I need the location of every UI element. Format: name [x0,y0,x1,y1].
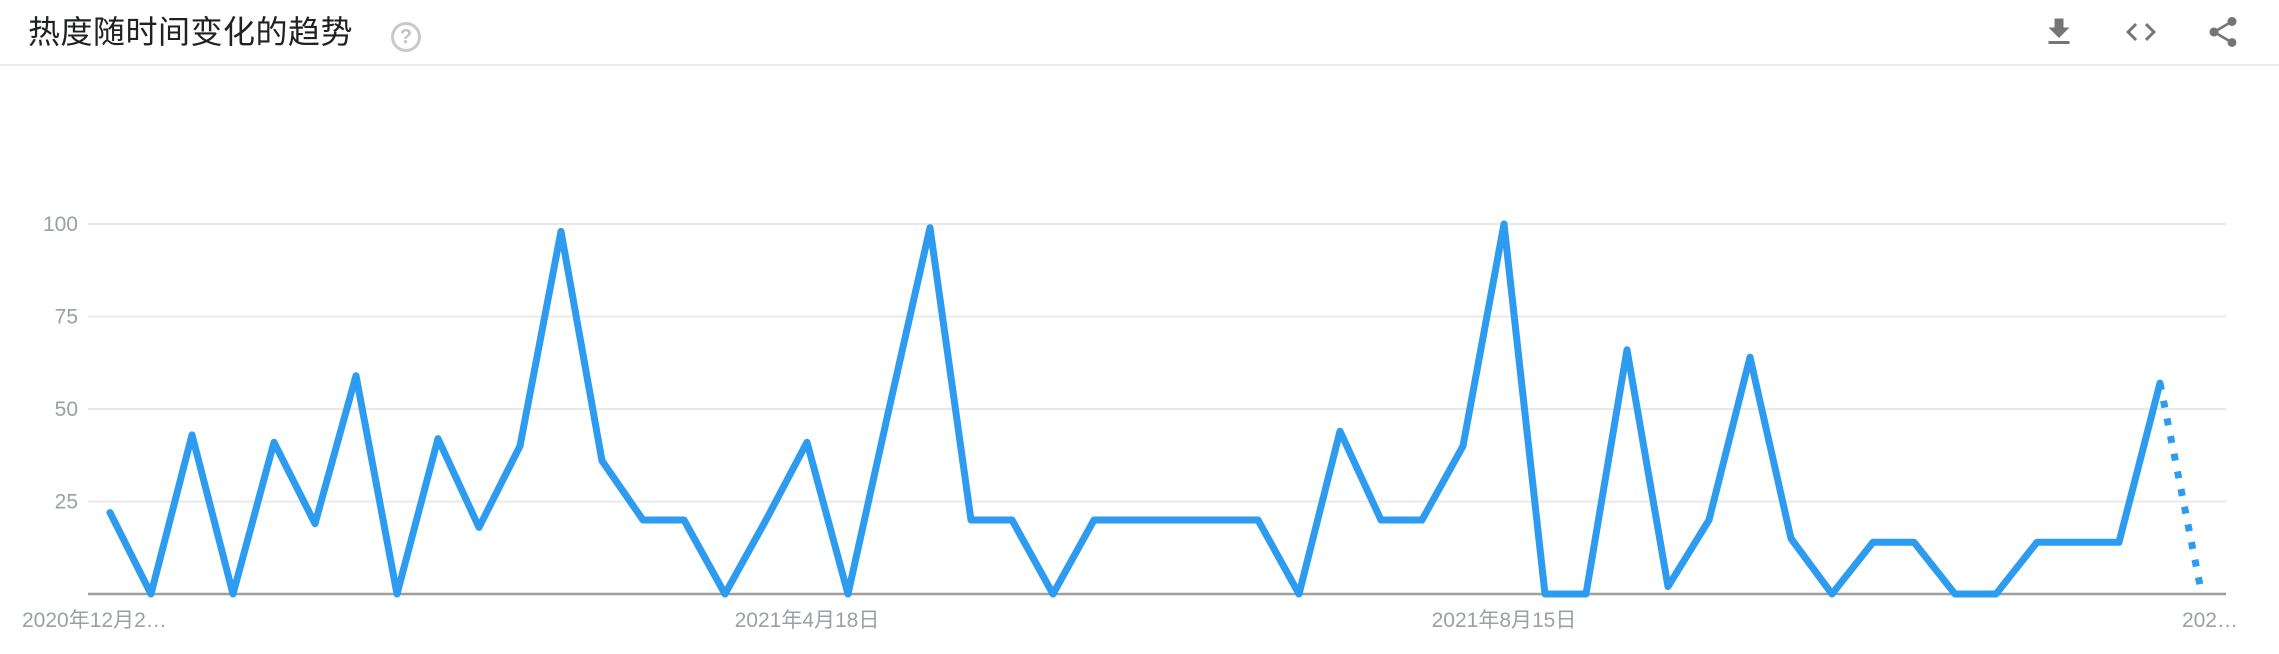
help-icon[interactable]: ? [391,22,422,52]
share-button[interactable] [2203,12,2243,52]
y-axis-label: 25 [55,491,78,514]
embed-button[interactable] [2121,12,2161,52]
y-axis-label: 50 [55,398,78,421]
x-axis-label: 2020年12月2… [22,609,167,632]
header-actions [2039,12,2243,52]
x-axis-label: 2021年8月15日 [1432,609,1577,632]
embed-code-icon [2126,23,2156,41]
x-axis-label: 202… [2182,609,2238,632]
y-axis-label: 75 [55,306,78,329]
chart-title: 热度随时间变化的趋势 [28,14,354,50]
x-axis-label: 2021年4月18日 [735,609,880,632]
trend-line-dotted [2156,382,2205,591]
download-icon [2048,18,2070,44]
widget-header: 热度随时间变化的趋势 ? [0,0,2279,66]
share-icon [2209,17,2237,47]
y-axis-label: 100 [43,213,78,236]
download-button[interactable] [2039,12,2079,52]
title-row: 热度随时间变化的趋势 ? [28,12,422,52]
trend-line [106,220,2164,598]
